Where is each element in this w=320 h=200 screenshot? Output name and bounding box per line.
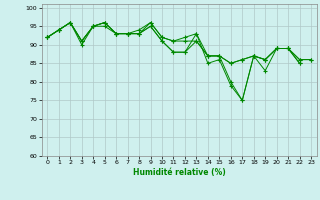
- X-axis label: Humidité relative (%): Humidité relative (%): [133, 168, 226, 177]
